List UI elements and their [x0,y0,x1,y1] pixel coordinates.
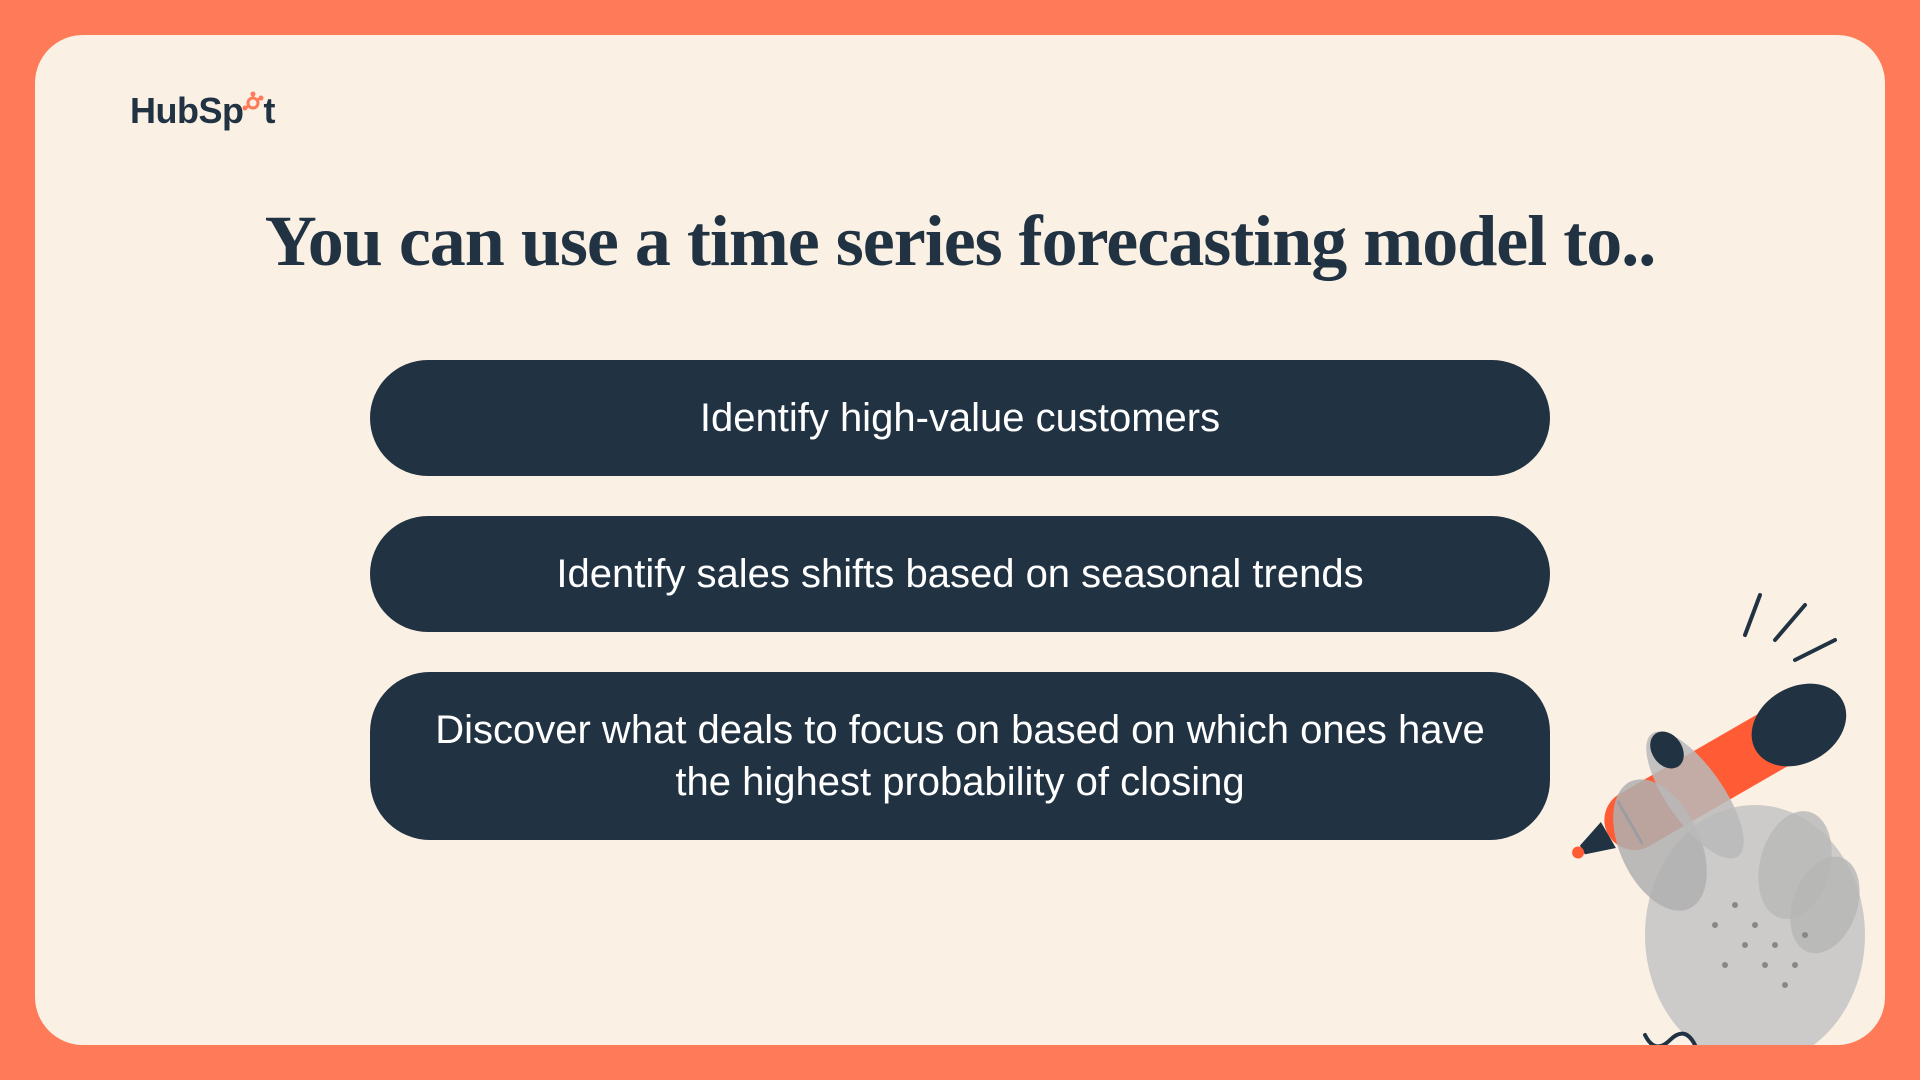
sprocket-icon [241,91,265,115]
logo-text: HubSp t [130,90,275,132]
pill-item: Identify sales shifts based on seasonal … [370,516,1550,632]
pills-container: Identify high-value customers Identify s… [370,360,1550,840]
main-card: HubSp t You can use a time series foreca… [35,35,1885,1045]
hand-with-marker-illustration [1495,585,1885,1045]
hubspot-logo: HubSp t [130,90,275,132]
pill-item: Discover what deals to focus on based on… [370,672,1550,840]
pill-item: Identify high-value customers [370,360,1550,476]
logo-text-part1: HubSp [130,90,243,131]
main-heading: You can use a time series forecasting mo… [128,200,1793,283]
